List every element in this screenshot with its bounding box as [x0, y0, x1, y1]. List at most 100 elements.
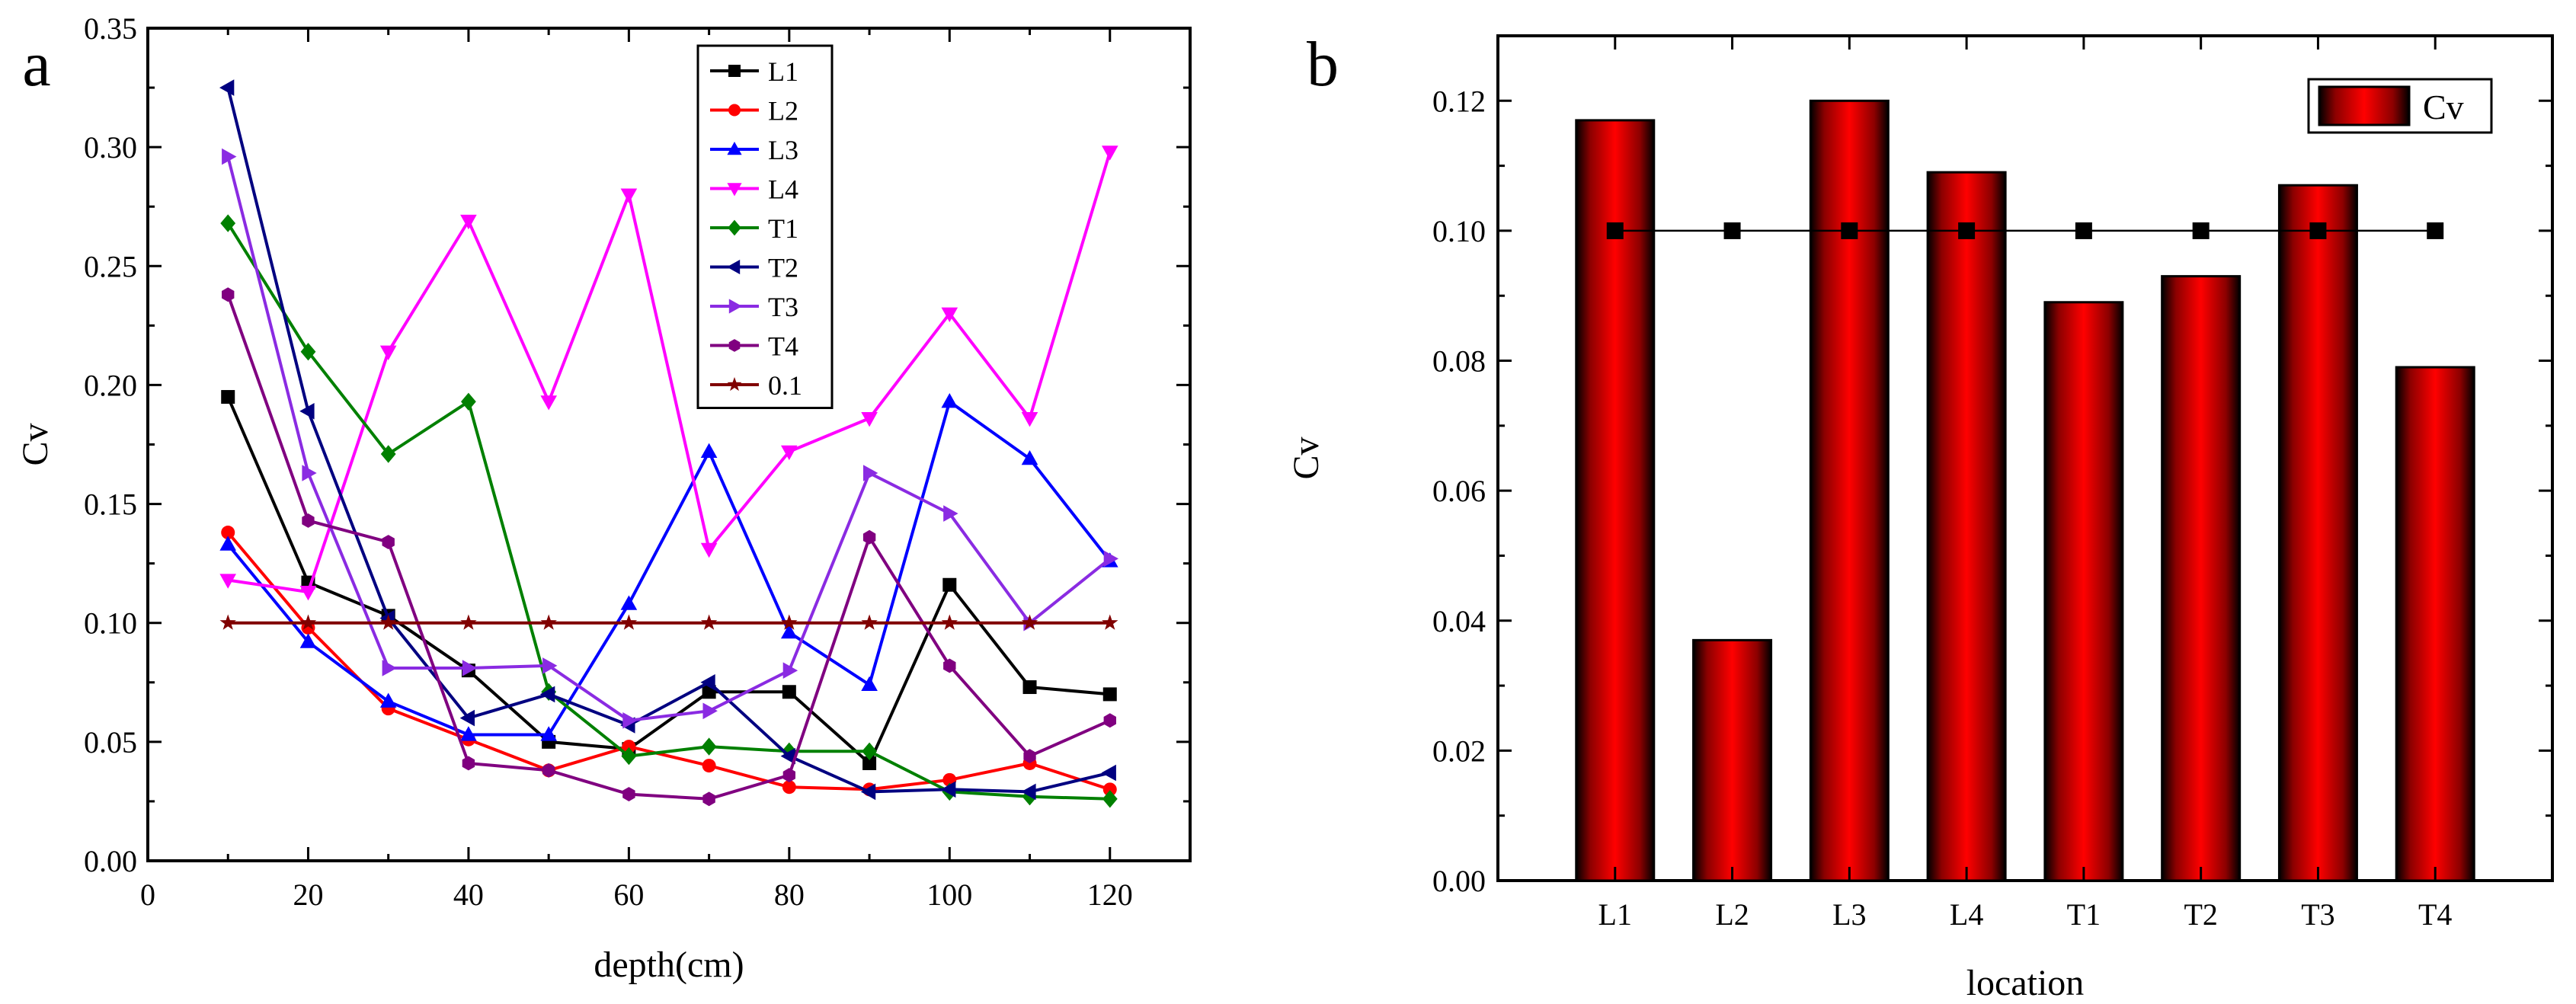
bar-T3	[2277, 184, 2358, 882]
legend-label-L1: L1	[768, 56, 798, 87]
data-point-T4	[222, 287, 235, 302]
series-line-T4	[226, 294, 1111, 801]
panel-a-label: a	[22, 29, 50, 100]
data-point-T2	[1101, 764, 1116, 782]
legend-marker-L4	[727, 183, 742, 197]
data-point-0.1	[219, 614, 236, 630]
legend-marker-T3	[728, 299, 742, 314]
data-point-T1	[701, 737, 717, 756]
data-point-T4	[702, 791, 715, 807]
data-point-0.1	[861, 614, 878, 630]
data-point-T3	[462, 660, 478, 676]
data-point-T3	[863, 465, 878, 481]
x-tick-label: 120	[1087, 878, 1133, 912]
panel-b-y-axis-label: Cv	[1286, 436, 1326, 479]
data-point-T2	[941, 781, 956, 798]
legend-label-0.1: 0.1	[768, 370, 802, 401]
legend-marker-L2	[728, 104, 741, 117]
data-point-L3	[299, 633, 317, 648]
y-tick-label: 0.10	[84, 606, 137, 641]
data-point-0.1	[460, 614, 477, 630]
x-tick-label-T3: T3	[2301, 897, 2334, 932]
legend-swatch-Cv	[2318, 85, 2411, 126]
bar-T1	[2043, 301, 2124, 882]
data-point-T2	[1021, 783, 1036, 801]
data-point-L4	[1102, 145, 1118, 161]
data-point-T3	[302, 465, 317, 481]
data-point-T1	[220, 214, 236, 232]
data-point-0.1	[620, 614, 638, 630]
data-point-L2	[622, 740, 636, 754]
data-point-L3	[861, 676, 878, 691]
data-point-L2	[702, 759, 716, 773]
legend-label-T2: T2	[768, 253, 798, 283]
legend-label-T4: T4	[768, 331, 798, 362]
legend-marker-L1	[728, 65, 741, 77]
legend-marker-T1	[728, 219, 741, 236]
data-point-T4	[622, 787, 635, 801]
series-line-L4	[227, 151, 1112, 594]
panel-b-axes: 0.00 0.02 0.04 0.06 0.08 0.10 0.12 L1 L2 L3 L4 T1 T2…	[1432, 36, 2552, 932]
data-point-0.1	[299, 614, 317, 630]
data-point-T4	[1023, 749, 1036, 763]
data-point-L4	[700, 542, 718, 558]
reference-point-L3	[1841, 222, 1858, 239]
series-line-T1	[226, 222, 1110, 801]
data-point-T3	[542, 657, 558, 674]
y-tick-label: 0.25	[84, 249, 137, 283]
data-point-L2	[1102, 782, 1117, 797]
data-point-T3	[943, 505, 958, 522]
data-point-T3	[622, 712, 638, 729]
y-tick-label: 0.30	[84, 130, 137, 165]
data-point-0.1	[700, 614, 718, 630]
data-point-L3	[460, 726, 477, 741]
data-point-T4	[1103, 713, 1116, 728]
data-point-T1	[781, 742, 797, 760]
series-L3	[219, 393, 1118, 741]
panel-a-x-axis-label: depth(cm)	[594, 945, 744, 985]
x-tick-label-T4: T4	[2418, 897, 2452, 932]
data-point-T4	[462, 756, 475, 771]
panel-b-label: b	[1307, 29, 1339, 100]
data-point-0.1	[1102, 614, 1118, 630]
data-point-T2	[780, 747, 795, 765]
data-point-T2	[299, 403, 315, 420]
data-point-L4	[299, 586, 317, 601]
series-line-T2	[226, 87, 1111, 794]
data-point-L1	[1102, 687, 1117, 702]
legend-label-L3: L3	[768, 135, 798, 165]
legend-marker-T4	[728, 339, 741, 352]
reference-point-T4	[2427, 222, 2444, 239]
data-point-L3	[941, 393, 958, 408]
data-point-0.1	[380, 614, 397, 630]
data-point-L4	[379, 345, 397, 360]
data-point-T4	[382, 535, 395, 549]
bar-T2	[2161, 275, 2242, 882]
data-point-L4	[1021, 412, 1038, 427]
data-point-T1	[380, 445, 396, 463]
data-point-L1	[782, 685, 796, 699]
legend-label-T1: T1	[768, 213, 798, 244]
bar-L3	[1809, 99, 1890, 882]
data-point-L1	[862, 756, 877, 770]
bar-L2	[1692, 638, 1773, 882]
reference-point-T2	[2192, 222, 2210, 239]
bar-L1	[1575, 119, 1656, 882]
data-point-L1	[942, 577, 957, 592]
reference-point-T1	[2075, 222, 2092, 239]
series-L2	[221, 526, 1117, 797]
data-point-L4	[540, 395, 557, 411]
series-line-L2	[226, 531, 1111, 791]
data-point-L3	[700, 443, 718, 458]
data-point-0.1	[1021, 614, 1038, 630]
x-tick-label-T2: T2	[2184, 897, 2217, 932]
data-point-L4	[861, 412, 878, 427]
panel-a-axes: 0 20 40 60 80 100 120 0.00 0.05 0.10 0.15 0.20 0.25 0…	[84, 11, 1190, 912]
x-tick-label: 0	[140, 878, 155, 912]
x-tick-label: 20	[293, 878, 323, 912]
data-point-L3	[219, 536, 236, 551]
y-tick-label: 0.00	[84, 844, 137, 878]
data-point-T4	[542, 763, 555, 778]
x-tick-label: 60	[613, 878, 644, 912]
